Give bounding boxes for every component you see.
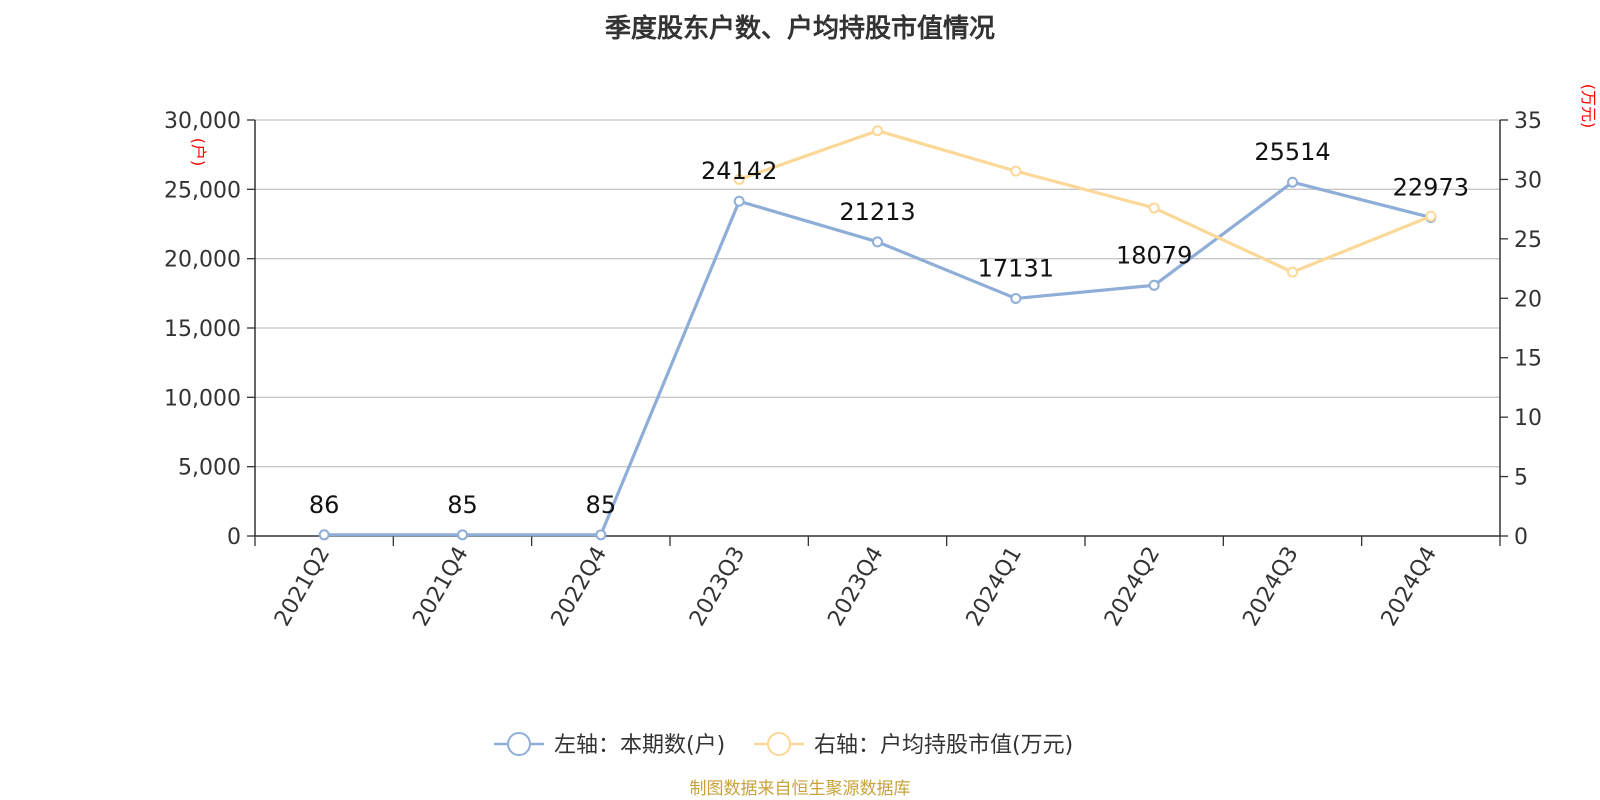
left-axis-unit: (户)	[189, 138, 208, 167]
left-tick-label: 15,000	[164, 317, 241, 342]
x-axis-ticks: 2021Q2 2021Q4 2022Q4 2023Q3 2023Q4 2024Q1 2024…	[254, 536, 1501, 631]
data-point	[733, 173, 745, 185]
legend: 左轴：本期数(户) 右轴：户均持股市值(万元)	[494, 732, 1073, 758]
left-tick-label: 30,000	[164, 109, 241, 134]
data-point	[595, 529, 607, 541]
data-point	[457, 529, 468, 541]
data-point	[318, 529, 330, 541]
right-axis-unit: (万元)	[1579, 84, 1598, 129]
data-point	[1010, 165, 1022, 177]
x-tick-label: 2023Q4	[823, 543, 888, 631]
x-tick-label: 2021Q4	[408, 543, 473, 631]
x-tick-label: 2024Q4	[1377, 543, 1442, 631]
legend-label: 右轴：户均持股市值(万元)	[814, 733, 1073, 758]
x-tick-label: 2023Q3	[685, 543, 750, 631]
series-line	[738, 129, 1432, 274]
data-labels: 86 85 85 24142 21213 17131 18079 25514 22973	[309, 138, 1469, 519]
right-tick-label: 30	[1514, 168, 1542, 193]
data-point	[872, 125, 883, 137]
x-tick-label: 2021Q2	[270, 543, 335, 631]
right-tick-label: 10	[1514, 406, 1542, 431]
data-label: 22973	[1393, 173, 1469, 201]
data-label: 85	[447, 491, 478, 519]
right-tick-label: 0	[1514, 525, 1528, 550]
x-tick-label: 2022Q4	[547, 543, 612, 631]
data-point	[1425, 210, 1437, 222]
data-point	[733, 195, 745, 207]
right-tick-label: 15	[1514, 347, 1542, 372]
data-label: 17131	[978, 254, 1054, 282]
left-tick-label: 0	[227, 525, 241, 550]
data-label: 86	[309, 491, 340, 519]
x-tick-label: 2024Q2	[1100, 543, 1165, 631]
left-tick-label: 20,000	[164, 248, 241, 273]
right-tick-label: 20	[1514, 287, 1542, 312]
data-label: 21213	[839, 198, 915, 226]
left-tick-label: 5,000	[178, 456, 241, 481]
right-tick-label: 25	[1514, 228, 1542, 253]
legend-marker-icon	[767, 732, 791, 756]
right-tick-label: 5	[1514, 466, 1528, 491]
data-label: 85	[586, 491, 617, 519]
data-label: 24142	[701, 157, 777, 185]
data-label: 25514	[1254, 138, 1330, 166]
left-tick-label: 10,000	[164, 386, 241, 411]
x-tick-label: 2024Q3	[1238, 543, 1303, 631]
data-point	[1287, 266, 1298, 278]
series-lines	[318, 125, 1437, 541]
data-label: 18079	[1116, 241, 1192, 269]
x-tick-label: 2024Q1	[962, 542, 1027, 630]
legend-label: 左轴：本期数(户)	[554, 733, 725, 758]
right-tick-label: 35	[1514, 109, 1542, 134]
left-y-axis-ticks: 0 5,000 10,000 15,000 20,000 25,000 30,000	[164, 109, 255, 550]
data-point	[872, 236, 883, 248]
gridlines	[255, 119, 1500, 468]
series-line	[324, 180, 1432, 537]
data-point	[1010, 292, 1022, 304]
right-y-axis-ticks: 0 5 10 15 20 25 30 35	[1500, 109, 1542, 550]
chart-title: 季度股东户数、户均持股市值情况	[604, 14, 995, 44]
data-point	[1287, 176, 1298, 188]
data-point	[1148, 279, 1160, 291]
legend-marker-icon	[507, 732, 531, 756]
data-point	[1148, 202, 1160, 214]
source-note: 制图数据来自恒生聚源数据库	[689, 779, 911, 799]
left-tick-label: 25,000	[164, 178, 241, 203]
